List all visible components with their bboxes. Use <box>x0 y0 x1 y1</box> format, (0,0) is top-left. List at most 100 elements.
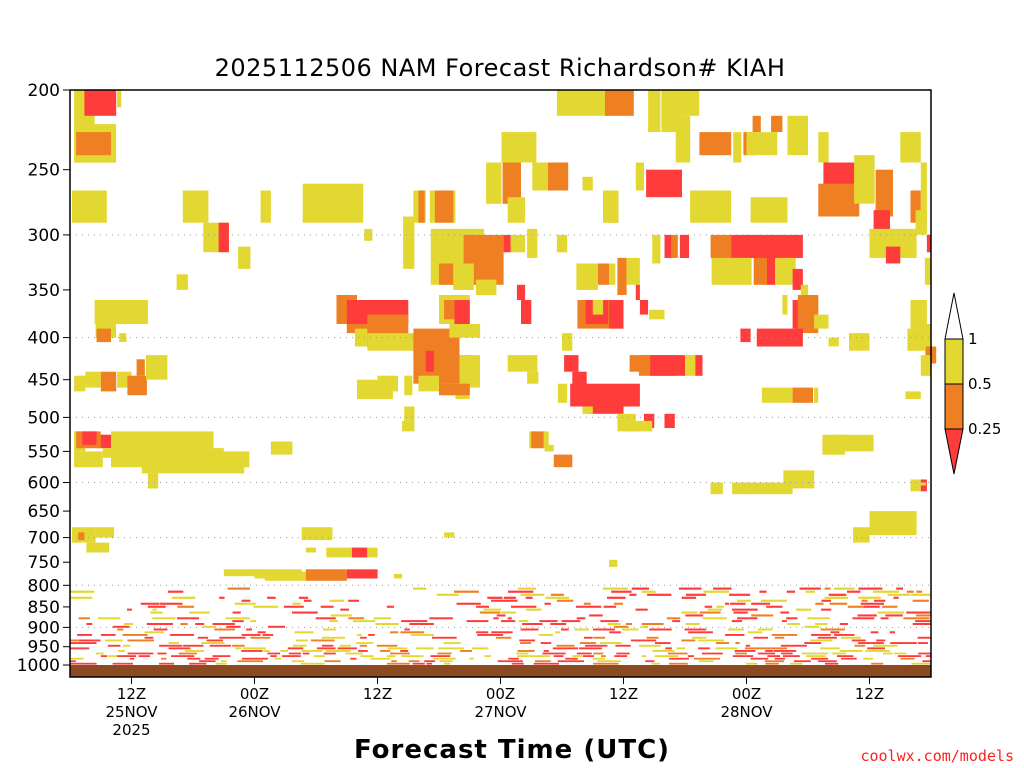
streak-cell <box>147 605 166 608</box>
streak-cell <box>686 593 706 596</box>
streak-cell <box>242 647 266 650</box>
streak-cell <box>195 623 205 625</box>
streak-cell <box>436 593 459 596</box>
streak-cell <box>760 599 787 602</box>
streak-cell <box>517 650 535 652</box>
heatmap-cell <box>475 279 497 295</box>
heatmap-cell <box>454 300 470 324</box>
streak-cell <box>655 642 671 644</box>
heatmap-cell <box>418 190 425 223</box>
heatmap-cell <box>814 387 819 403</box>
streak-cell <box>681 596 697 599</box>
streak-cell <box>503 596 516 599</box>
streak-cell <box>138 655 150 657</box>
streak-cell <box>199 660 216 663</box>
heatmap-cell <box>818 183 860 217</box>
streak-cell <box>782 620 787 623</box>
streak-cell <box>615 644 631 647</box>
streak-cell <box>889 631 895 634</box>
streak-cell <box>122 634 148 636</box>
streak-cell <box>533 662 559 665</box>
heatmap-cell <box>305 569 347 581</box>
streak-cell <box>840 636 861 639</box>
streak-cell <box>821 608 832 611</box>
streak-cell <box>426 662 433 665</box>
streak-cell <box>118 650 125 652</box>
heatmap-cell <box>377 375 398 392</box>
streak-cell <box>226 625 241 628</box>
streak-cell <box>635 608 648 611</box>
streak-cell <box>593 636 605 639</box>
heatmap-cell <box>74 375 86 392</box>
streak-cell <box>804 642 822 644</box>
streak-cell <box>157 652 167 655</box>
streak-cell <box>189 611 210 614</box>
streak-cell <box>404 628 410 631</box>
streak-cell <box>70 596 93 599</box>
streak-cell <box>681 639 696 642</box>
streak-cell <box>585 644 608 647</box>
heatmap-cell <box>305 547 317 553</box>
streak-cell <box>400 631 425 634</box>
y-tick-label: 300 <box>28 226 60 246</box>
streak-cell <box>593 628 615 631</box>
heatmap-cell <box>587 406 624 414</box>
heatmap-cell <box>444 532 455 538</box>
streak-cell <box>508 590 534 593</box>
streak-cell <box>847 590 861 593</box>
streak-cell <box>550 593 564 596</box>
streak-cell <box>753 636 768 639</box>
chart-title: 2025112506 NAM Forecast Richardson# KIAH <box>215 54 786 82</box>
heatmap-cell <box>557 383 568 403</box>
streak-cell <box>86 623 93 625</box>
streak-cell <box>235 647 242 650</box>
streak-cell <box>538 634 554 636</box>
heatmap-cell <box>771 115 783 132</box>
streak-cell <box>241 599 251 602</box>
heatmap-cell <box>260 190 271 223</box>
streak-cell <box>676 647 686 650</box>
streak-cell <box>678 587 702 590</box>
heatmap-cell <box>351 547 368 558</box>
streak-cell <box>356 634 362 636</box>
streak-cell <box>359 644 367 647</box>
heatmap-cell <box>78 532 85 541</box>
streak-cell <box>300 662 325 665</box>
streak-cell <box>713 587 732 590</box>
streak-cell <box>302 652 310 655</box>
streak-cell <box>225 617 250 620</box>
streak-cell <box>219 596 225 599</box>
streak-cell <box>553 655 564 657</box>
streak-cell <box>183 644 204 647</box>
streak-cell <box>212 655 231 657</box>
heatmap-cell <box>346 569 378 579</box>
streak-cell <box>774 636 785 639</box>
streak-cell <box>731 620 743 623</box>
streak-cell <box>437 652 452 655</box>
heatmap-cell <box>218 222 229 253</box>
streak-cell <box>917 642 928 644</box>
heatmap-cell <box>404 375 413 396</box>
heatmap-cell <box>920 162 927 223</box>
streak-cell <box>698 639 725 642</box>
streak-cell <box>847 605 864 608</box>
streak-cell <box>387 647 408 650</box>
streak-cell <box>687 655 694 657</box>
streak-cell <box>353 620 376 623</box>
streak-cell <box>780 644 807 647</box>
streak-cell <box>107 655 118 657</box>
streak-cell <box>858 596 881 599</box>
streak-cell <box>693 657 721 660</box>
heatmap-cell <box>617 257 627 295</box>
streak-cell <box>493 617 499 620</box>
streak-cell <box>890 642 917 644</box>
y-tick-label: 850 <box>28 598 60 618</box>
streak-cell <box>906 611 931 614</box>
streak-cell <box>168 642 179 644</box>
streak-cell <box>168 590 184 593</box>
streak-cell <box>296 639 308 642</box>
streak-cell <box>786 617 798 620</box>
heatmap-cell <box>547 162 569 191</box>
